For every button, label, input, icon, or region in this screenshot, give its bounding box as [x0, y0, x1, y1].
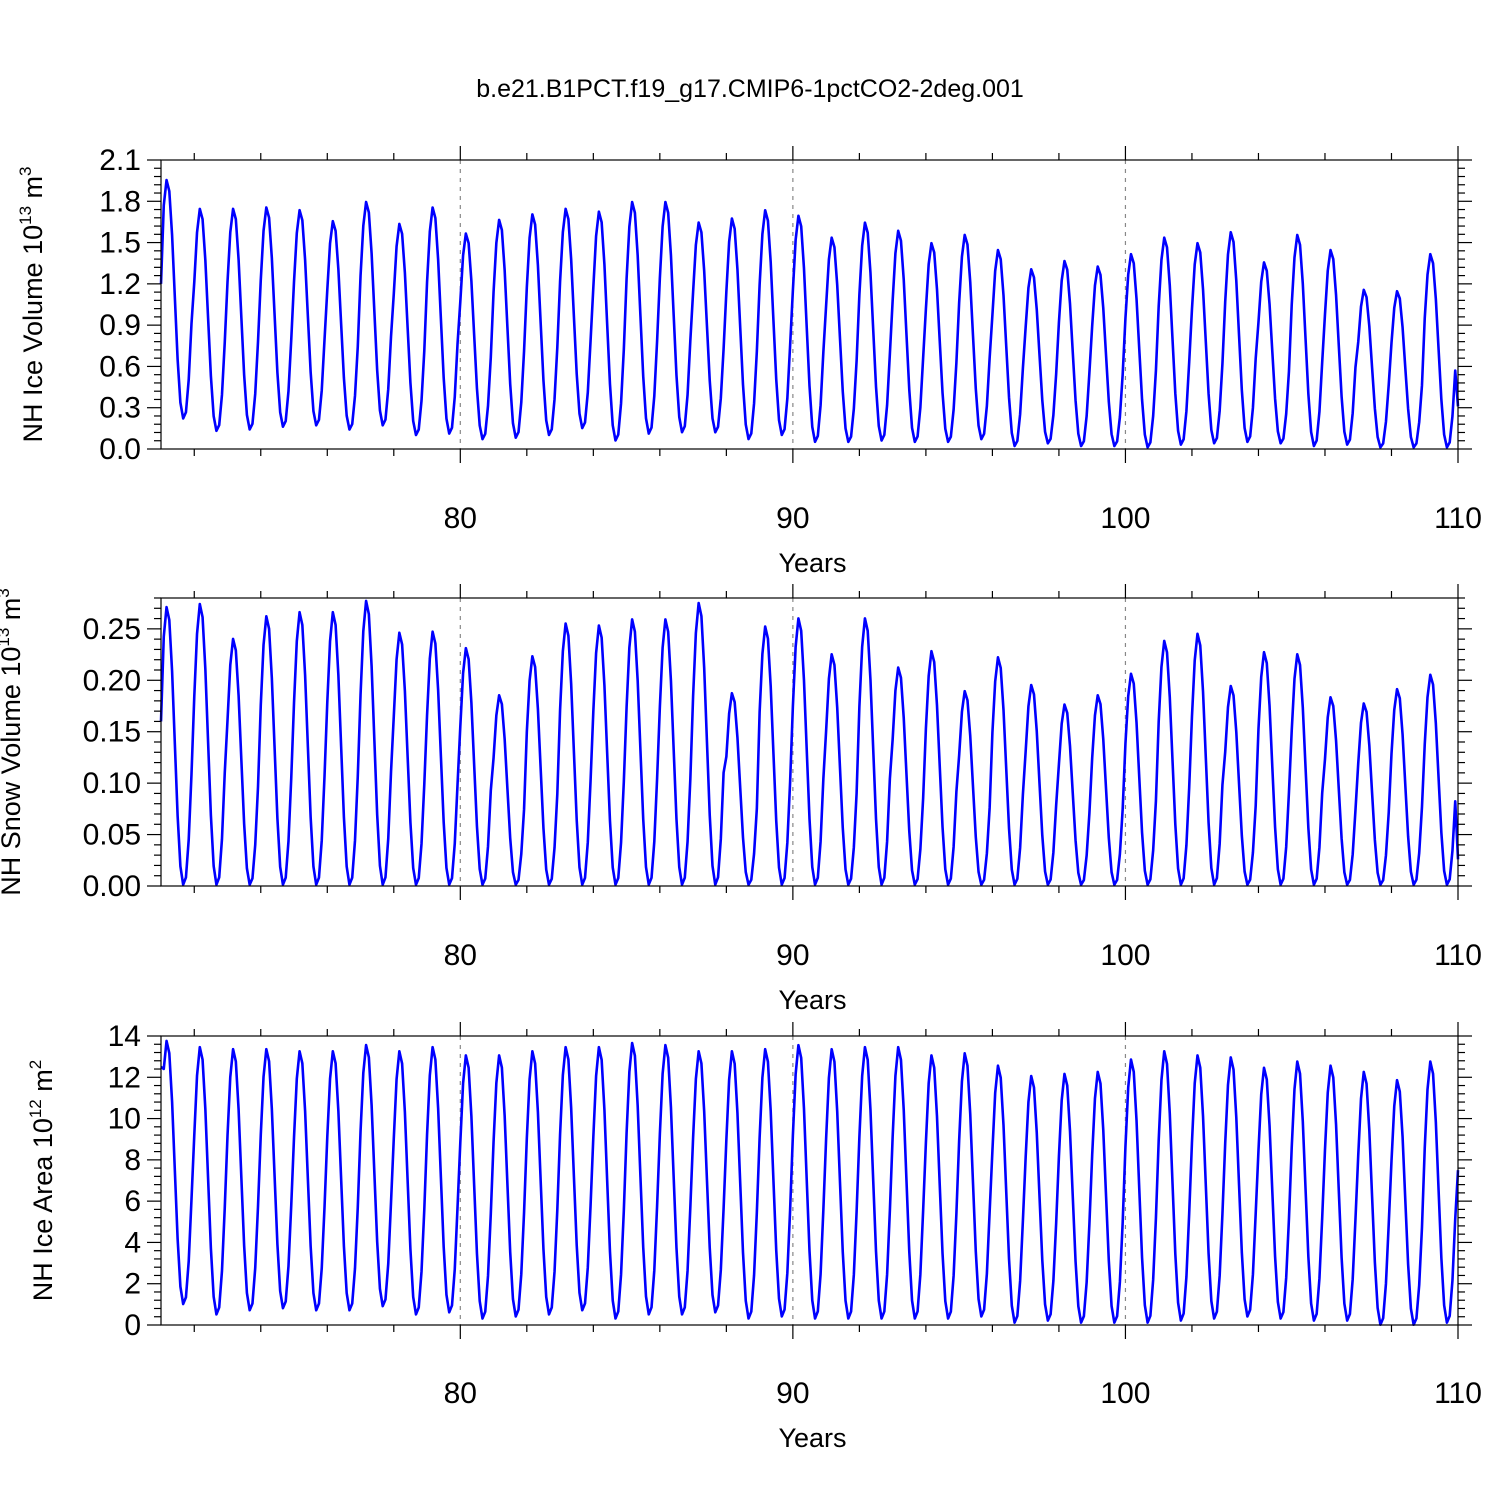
- y-tick-label: 0.9: [99, 309, 141, 342]
- y-axis-label-main: NH Ice Volume 10: [18, 225, 48, 443]
- y-tick-label: 4: [124, 1226, 141, 1259]
- y-axis-label-exponent: 13: [16, 206, 35, 225]
- series-line: [159, 178, 1460, 449]
- x-tick-label: 90: [776, 939, 809, 972]
- y-axis-label: NH Ice Volume 1013 m3: [16, 167, 48, 443]
- y-tick-label: 10: [108, 1103, 141, 1136]
- series-line: [160, 1039, 1460, 1327]
- x-tick-label: 80: [444, 1377, 477, 1410]
- y-tick-label: 0.0: [99, 433, 141, 466]
- x-tick-label: 100: [1100, 502, 1150, 535]
- x-tick-label: 80: [444, 502, 477, 535]
- y-axis-label-unit-exponent: 2: [26, 1060, 45, 1069]
- y-axis-label-exponent: 12: [26, 1099, 45, 1118]
- x-axis-label: Years: [778, 985, 846, 1015]
- x-tick-label: 100: [1100, 939, 1150, 972]
- y-axis-label-unit: m: [18, 176, 48, 206]
- y-tick-label: 1.5: [99, 227, 141, 260]
- x-tick-label: 110: [1434, 939, 1482, 972]
- y-axis-label-main: NH Snow Volume 10: [0, 647, 26, 896]
- y-axis-label-unit: m: [28, 1069, 58, 1099]
- y-axis-label-unit: m: [0, 598, 26, 628]
- y-axis-label-main: NH Ice Area 10: [28, 1118, 58, 1301]
- series-line: [159, 599, 1460, 887]
- y-tick-label: 0.10: [83, 767, 141, 800]
- x-tick-label: 80: [444, 939, 477, 972]
- y-tick-label: 6: [124, 1185, 141, 1218]
- y-axis-label: NH Ice Area 1012 m2: [26, 1060, 58, 1301]
- y-axis-label-unit-exponent: 3: [0, 588, 13, 597]
- y-tick-label: 0.00: [83, 870, 141, 903]
- panel-2: 80 90 100 110 0.00 0.05 0.10 0.15 0.20 0.25 Years N…: [0, 584, 1482, 1015]
- panel-1: 80 90 100 110 0.0 0.3 0.6 0.9 1.2 1.5 1.8 2.1 Years N…: [16, 144, 1482, 578]
- y-axis-label-exponent: 13: [0, 628, 13, 647]
- x-axis-label: Years: [778, 548, 846, 578]
- panels: 80 90 100 1100.00.30.60.91.21.51.82.1YearsN…: [0, 144, 1482, 1453]
- x-tick-label: 100: [1100, 1377, 1150, 1410]
- y-tick-label: 0.20: [83, 664, 141, 697]
- y-tick-label: 8: [124, 1144, 141, 1177]
- y-tick-label: 0.05: [83, 819, 141, 852]
- plot-frame: [160, 1035, 1459, 1326]
- y-axis-label: NH Snow Volume 1013 m3: [0, 588, 26, 896]
- y-tick-label: 12: [108, 1061, 141, 1094]
- x-tick-label: 110: [1434, 502, 1482, 535]
- y-tick-label: 2.1: [99, 144, 141, 177]
- x-tick-label: 90: [776, 502, 809, 535]
- y-tick-label: 1.8: [99, 185, 141, 218]
- plot-frame: [160, 159, 1459, 450]
- y-tick-label: 0.25: [83, 613, 141, 646]
- y-tick-label: 0.15: [83, 716, 141, 749]
- y-tick-label: 2: [124, 1268, 141, 1301]
- y-tick-label: 1.2: [99, 268, 141, 301]
- y-tick-label: 0.3: [99, 392, 141, 425]
- y-tick-label: 0: [124, 1309, 141, 1342]
- y-tick-label: 0.6: [99, 350, 141, 383]
- x-tick-label: 110: [1434, 1377, 1482, 1410]
- panel-3: 80 90 100 110 0 2 4 6 8 10 12 14 Years NH Ice Area 10…: [26, 1020, 1482, 1453]
- y-axis-label-unit-exponent: 3: [16, 167, 35, 176]
- x-axis-label: Years: [778, 1423, 846, 1453]
- figure-title: b.e21.B1PCT.f19_g17.CMIP6-1pctCO2-2deg.0…: [476, 75, 1024, 103]
- x-tick-label: 90: [776, 1377, 809, 1410]
- y-tick-label: 14: [108, 1020, 141, 1053]
